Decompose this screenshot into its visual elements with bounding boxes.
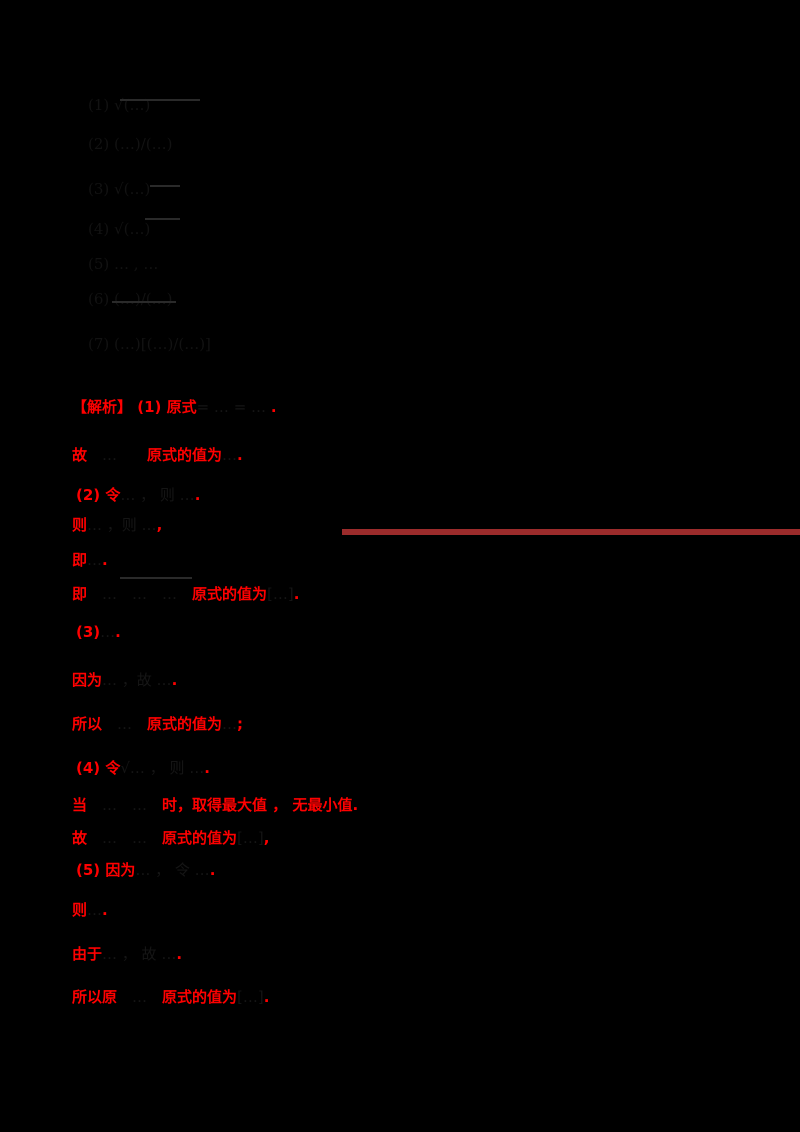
solution-line-14: 则…. — [72, 901, 108, 919]
solution-line-13: (5) 因为… ， 令 …. — [76, 861, 216, 879]
radical-bar — [120, 99, 200, 101]
radical-bar — [145, 218, 180, 220]
solution-line-16: 所以原 … 原式的值为[…]. — [72, 988, 270, 1006]
solution-line-4: 则… ，则 …, — [72, 516, 163, 534]
formula-4: (4) √(…) — [88, 220, 151, 238]
solution-line-2: 故 … 原式的值为…. — [72, 446, 243, 464]
formula-5: (5) … , … — [88, 255, 159, 273]
solution-line-7: (3)…. — [76, 623, 121, 641]
radical-bar — [120, 577, 192, 579]
formula-6: (6) (…)/(…) — [88, 290, 173, 308]
solution-line-11: 当 … … 时，取得最大值 ， 无最小值. — [72, 796, 359, 814]
formula-3: (3) √(…) — [88, 180, 151, 198]
solution-line-15: 由于… ， 故 …. — [72, 945, 183, 963]
solution-line-5: 即…. — [72, 551, 108, 569]
formula-2: (2) (…)/(…) — [88, 135, 173, 153]
solution-line-10: (4) 令√… ， 则 …. — [76, 759, 210, 777]
solution-line-9: 所以 … 原式的值为…; — [72, 715, 244, 733]
radical-bar — [150, 185, 180, 187]
solution-line-3: (2) 令… ， 则 …. — [76, 486, 201, 504]
solution-line-6: 即 … … … 原式的值为[…]. — [72, 585, 300, 603]
fraction-bar — [112, 301, 176, 303]
solution-line-8: 因为… ，故 …. — [72, 671, 178, 689]
solution-line-12: 故 … … 原式的值为[…], — [72, 829, 270, 847]
divider-rule — [342, 529, 800, 535]
formula-7: (7) (…)[(…)/(…)] — [88, 335, 211, 353]
solution-line-1: 【解析】 (1) 原式= … = … . — [72, 398, 277, 416]
